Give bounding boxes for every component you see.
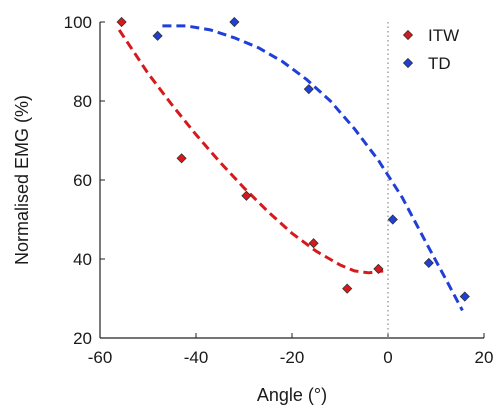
legend: ITW TD xyxy=(402,26,459,73)
x-axis-label: Angle (°) xyxy=(257,385,327,405)
y-tick-label: 80 xyxy=(73,92,92,111)
data-points xyxy=(116,16,470,302)
data-point-td xyxy=(152,30,163,41)
legend-marker-itw xyxy=(402,29,414,41)
data-point-itw xyxy=(373,263,384,274)
tick-labels: -60 -40 -20 0 20 20 40 60 80 100 xyxy=(64,13,494,367)
data-point-td xyxy=(229,16,240,28)
data-point-td xyxy=(423,257,434,269)
trend-line-td xyxy=(162,24,464,312)
x-tick-label: -60 xyxy=(88,348,113,367)
data-point-td xyxy=(459,291,470,302)
data-point-itw xyxy=(308,238,319,249)
y-axis-label: Normalised EMG (%) xyxy=(12,95,32,265)
y-tick-label: 60 xyxy=(73,171,92,190)
data-point-td xyxy=(303,84,314,95)
x-tick-label: -20 xyxy=(280,348,305,367)
x-tick-label: 20 xyxy=(475,348,494,367)
data-point-itw xyxy=(342,283,353,294)
trend-lines xyxy=(117,24,464,312)
legend-label-td: TD xyxy=(428,54,451,73)
y-tick-label: 100 xyxy=(64,13,92,32)
data-point-td xyxy=(387,214,398,225)
data-point-itw xyxy=(241,190,252,201)
trend-line-itw xyxy=(117,29,384,275)
x-tick-label: -40 xyxy=(184,348,209,367)
axes xyxy=(99,21,485,339)
data-point-itw xyxy=(176,153,187,164)
data-point-itw xyxy=(116,16,127,28)
legend-label-itw: ITW xyxy=(428,26,459,45)
legend-marker-td xyxy=(402,57,414,69)
x-tick-label: 0 xyxy=(383,348,392,367)
y-tick-label: 40 xyxy=(73,250,92,269)
y-tick-label: 20 xyxy=(73,329,92,348)
